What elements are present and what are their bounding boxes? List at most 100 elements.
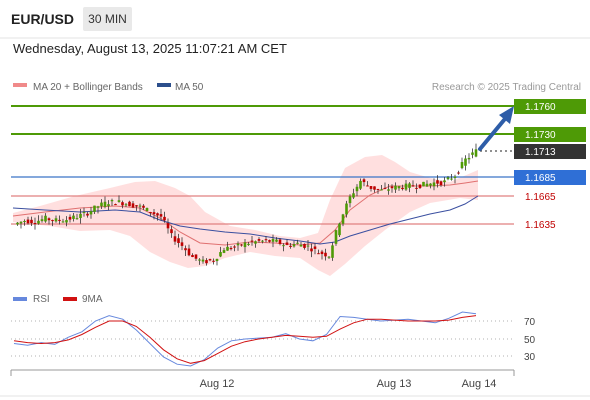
bollinger-band xyxy=(13,155,478,276)
candle-body xyxy=(257,239,261,241)
candle-body xyxy=(135,205,138,207)
candle-body xyxy=(86,213,89,216)
candle-body xyxy=(408,183,411,188)
candle-body xyxy=(450,178,453,180)
candle-body xyxy=(131,203,135,208)
candle-body xyxy=(107,204,110,207)
candle-body xyxy=(359,180,362,189)
candle-body xyxy=(19,221,23,224)
candle-body xyxy=(93,205,96,212)
forecast-arrow-head xyxy=(499,106,514,124)
candle-body xyxy=(306,245,310,247)
candle-body xyxy=(184,248,187,251)
candle-body xyxy=(317,253,320,255)
candle-body xyxy=(296,242,299,244)
candle-body xyxy=(114,204,117,206)
ma50-legend-label: MA 50 xyxy=(175,82,204,93)
candle-body xyxy=(89,211,93,215)
rsi-tick-70: 70 xyxy=(524,317,536,328)
candle-body xyxy=(415,187,418,189)
candle-body xyxy=(226,246,229,251)
candle-body xyxy=(212,260,215,262)
candle-body xyxy=(47,218,51,221)
candle-body xyxy=(51,220,54,222)
current-price-tag xyxy=(514,144,586,159)
candle-body xyxy=(243,242,247,248)
candle-body xyxy=(254,241,257,244)
candle-body xyxy=(138,205,142,207)
candle-body xyxy=(334,230,338,244)
candle-body xyxy=(145,207,149,212)
candle-body xyxy=(128,201,131,207)
candle-body xyxy=(460,162,464,169)
candle-body xyxy=(394,185,397,190)
candle-body xyxy=(96,206,100,208)
candles-group xyxy=(16,143,478,266)
candle-body xyxy=(250,240,254,242)
rsi-ma-line xyxy=(13,315,477,364)
candle-body xyxy=(159,214,163,217)
pivot-tag-label: 1.1685 xyxy=(525,173,556,184)
candle-body xyxy=(401,187,404,190)
candle-body xyxy=(411,185,415,187)
ma20-legend-label: MA 20 + Bollinger Bands xyxy=(33,82,143,93)
candle-body xyxy=(446,177,450,180)
candle-body xyxy=(345,203,348,215)
support-label-1: 1.1665 xyxy=(525,192,556,203)
candle-body xyxy=(100,202,103,207)
candle-body xyxy=(142,205,145,208)
candle-body xyxy=(422,181,425,187)
candle-body xyxy=(79,213,82,218)
candle-body xyxy=(418,184,422,188)
candle-body xyxy=(362,179,366,183)
candle-body xyxy=(198,259,201,261)
candle-body xyxy=(208,259,212,261)
chart-datetime: Wednesday, August 13, 2025 11:07:21 AM C… xyxy=(13,41,287,56)
candle-body xyxy=(222,250,226,253)
candle-body xyxy=(191,255,194,258)
candle-body xyxy=(429,183,432,186)
support-label-2: 1.1635 xyxy=(525,220,556,231)
candle-body xyxy=(327,256,331,258)
candle-body xyxy=(26,219,30,224)
candle-body xyxy=(289,245,292,247)
ma9-legend-swatch xyxy=(63,297,77,301)
candle-body xyxy=(387,189,390,191)
candle-body xyxy=(467,157,471,160)
rsi-legend-swatch xyxy=(13,297,27,301)
ma50-line xyxy=(12,195,479,245)
candle-body xyxy=(404,183,408,190)
candle-body xyxy=(380,189,383,191)
candle-body xyxy=(397,186,401,189)
candle-body xyxy=(432,182,436,187)
candle-body xyxy=(40,219,44,221)
candle-body xyxy=(453,176,457,179)
candle-body xyxy=(117,200,121,202)
candle-body xyxy=(268,240,271,242)
resistance-tag-2-label: 1.1730 xyxy=(525,130,556,141)
timeframe-button[interactable]: 30 MIN xyxy=(83,7,132,31)
candle-body xyxy=(310,248,313,252)
candle-body xyxy=(30,219,33,224)
candle-body xyxy=(58,219,61,221)
candle-body xyxy=(383,187,387,189)
candle-body xyxy=(180,242,184,246)
candle-body xyxy=(464,158,467,166)
candle-body xyxy=(341,214,345,224)
candle-body xyxy=(471,152,474,155)
candle-body xyxy=(152,212,156,215)
candle-body xyxy=(275,239,278,242)
candle-body xyxy=(303,243,306,248)
candle-body xyxy=(261,240,264,242)
candle-body xyxy=(121,202,124,206)
ma50-legend-swatch xyxy=(157,83,171,87)
candle-body xyxy=(72,215,75,219)
forecast-arrow xyxy=(478,112,511,151)
resistance-tag-1-label: 1.1760 xyxy=(525,102,556,113)
candle-body xyxy=(338,223,341,236)
candle-body xyxy=(320,251,324,255)
rsi-line xyxy=(13,311,477,367)
candle-body xyxy=(65,220,68,223)
candle-body xyxy=(215,258,219,262)
